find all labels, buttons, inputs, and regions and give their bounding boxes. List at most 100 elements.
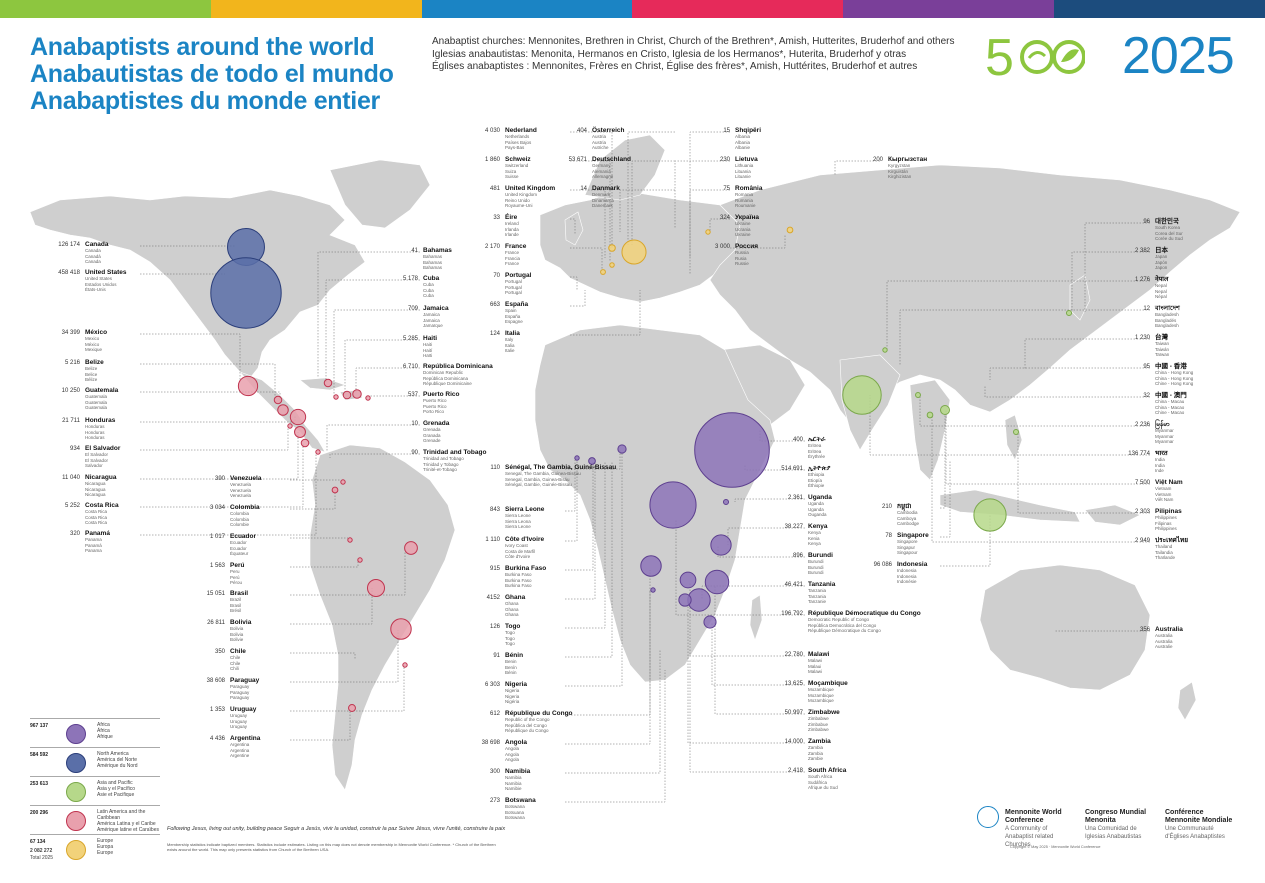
country-count: 1 860 [484, 157, 500, 163]
country-count: 4 030 [484, 128, 500, 134]
bubble-venezuela [340, 479, 346, 485]
country-name: Honduras [85, 417, 116, 424]
country-count: 38 698 [481, 740, 500, 746]
country-name: Panamá [85, 530, 110, 537]
bubble-democratic-republic-of-congo [649, 481, 697, 529]
country-translation: Haïti [423, 352, 433, 358]
country-translation: Argentina [230, 742, 250, 748]
country-translation: Zimbabwe [808, 726, 829, 732]
country-translation: Roumanie [735, 202, 756, 208]
country-translation: Kenya [808, 540, 821, 546]
leader-line [940, 415, 946, 509]
country-label-china-macau: 32 中國 - 澳門 China - Macau China - Macao Chine… [1143, 392, 1186, 415]
country-label-burkina-faso: 915 Burkina Faso Burkina Faso Burkina Faso B… [490, 565, 546, 588]
bubble-ghana [588, 457, 596, 465]
country-translation: México [85, 341, 100, 347]
country-count: 537 [407, 392, 418, 398]
country-name: España [505, 301, 529, 308]
country-translation: Costa Rica [85, 519, 108, 525]
logo-leaf-shape-icon [1061, 49, 1079, 62]
country-translation: Estados Unidos [85, 281, 117, 287]
country-translation: Lituania [735, 168, 751, 174]
country-name: ኤርትራ [808, 436, 826, 443]
country-label-ghana: 4152 Ghana Ghana Ghana Ghana [487, 594, 526, 617]
country-translation: États-Unis [85, 286, 106, 292]
country-name: 대한민국 [1155, 218, 1179, 225]
country-translation: Togo [505, 635, 515, 641]
country-translation: Namibie [505, 785, 522, 791]
country-label-albania: 15 Shqipëri Albania Albania Albanie [723, 127, 762, 150]
country-translation: Venezuela [230, 482, 252, 488]
country-translation: Nicaragua [85, 481, 106, 487]
country-count: 6 710 [402, 364, 418, 370]
country-count: 126 174 [58, 242, 80, 248]
country-translation: Chili [230, 665, 239, 671]
country-name: Tanzania [808, 581, 836, 588]
country-count: 21 711 [62, 418, 80, 424]
country-translation: Países Bajos [505, 139, 532, 145]
country-translation: Australia [1155, 633, 1173, 639]
country-label-italy: 124 Italia Italy Italia Italie [490, 330, 520, 353]
country-label-nepal: 1 276 नेपाल Nepal Nepal Népal [1135, 276, 1168, 299]
bubble-brazil [404, 541, 418, 555]
country-translation: Benín [505, 664, 517, 670]
country-label-dominican-republic: 6 710 República Dominicana Dominican Repub… [403, 363, 493, 386]
country-count: 13 625 [784, 681, 803, 687]
country-translation: Belize [85, 366, 98, 372]
country-translation: Reino Unido [505, 197, 530, 203]
country-count: 15 051 [206, 591, 225, 597]
country-name: বাংলাদেশ [1155, 305, 1180, 312]
country-translation: Bolivie [230, 636, 244, 642]
country-label-india: 136 774 भारत India India Inde [1128, 450, 1167, 473]
country-translation: China - Macao [1155, 404, 1185, 410]
country-name: မြန်မာ [1155, 421, 1170, 428]
country-translation: Pays-Bas [505, 144, 525, 150]
leader-line [675, 520, 805, 616]
leader-line [945, 410, 1150, 485]
country-count: 2 303 [1134, 509, 1150, 515]
country-translation: Côte d'Ivoire [505, 553, 531, 559]
country-translation: Rusia [735, 255, 747, 261]
country-label-south-korea: 96 대한민국 South Korea Corea del Sur Corée du S… [1143, 218, 1182, 241]
mwc-logo-block: Mennonite World Conference A Community o… [977, 806, 1237, 856]
country-translation: Singapour [897, 549, 918, 555]
country-count: 230 [719, 157, 730, 163]
country-translation: Chile [230, 655, 241, 661]
country-name: Guatemala [85, 387, 119, 394]
legend-swatch-icon [66, 782, 86, 802]
country-label-bahamas: 41 Bahamas Bahamas Bahamas Bahamas [411, 247, 452, 270]
country-translation: Honduras [85, 434, 105, 440]
legend-row-africa: 967 137 Africa África Afrique [30, 718, 160, 747]
country-translation: Russia [735, 250, 749, 256]
country-label-indonesia: 96 086 Indonesia Indonesia Indonesia Indonés… [874, 561, 928, 584]
legend: 967 137 Africa África Afrique 584 592 North… [30, 718, 160, 863]
country-count: 124 [489, 331, 500, 337]
leader-line [689, 189, 730, 258]
legend-row-asia-pacific: 253 613 Asia and Pacific Asia y el Pacífi… [30, 776, 160, 805]
legend-label: Asia and Pacific Asia y el Pacífico Asie… [97, 780, 136, 798]
bubble-ecuador [347, 537, 353, 543]
country-name: México [85, 329, 108, 336]
country-translation: Ucrania [735, 226, 751, 232]
bubble-argentina [348, 704, 356, 712]
leader-line [140, 442, 304, 508]
country-translation: Perú [230, 574, 240, 580]
country-translation: Singapore [897, 539, 918, 545]
country-name: United Kingdom [505, 185, 556, 192]
country-name: South Africa [808, 767, 847, 774]
country-label-trinidad-and-tobago: 90 Trinidad and Tobago Trinidad and Tobago… [411, 449, 486, 472]
country-count: 4152 [486, 595, 500, 601]
country-translation: Chine - Macao [1155, 409, 1185, 415]
country-translation: Royaume-Uni [505, 202, 533, 208]
country-name: Belize [85, 359, 104, 366]
country-name: Shqipëri [735, 127, 762, 134]
land-australia [979, 564, 1151, 691]
bubble-kenya [710, 534, 732, 556]
country-translation: Kirghizistan [888, 173, 912, 179]
country-name: Malawi [808, 651, 830, 658]
country-translation: República Dominicana [423, 375, 469, 381]
country-translation: Viêt Nam [1155, 496, 1174, 502]
leader-line [317, 251, 420, 378]
country-label-jamaica: 709 Jamaica Jamaica Jamaica Jamaïque [408, 305, 449, 328]
mwc-en-sub: A Community of Anabaptist related Church… [1005, 826, 1054, 848]
